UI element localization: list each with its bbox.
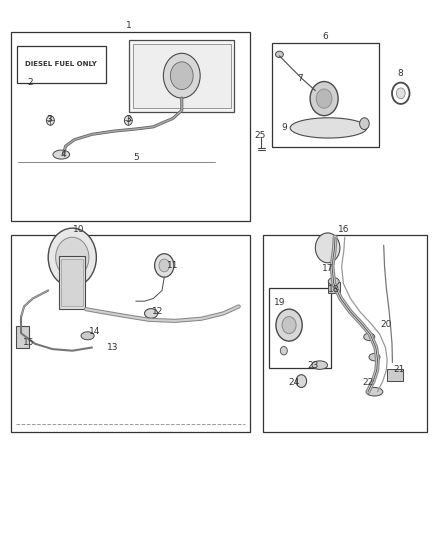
Circle shape [280, 346, 287, 355]
Text: DIESEL FUEL ONLY: DIESEL FUEL ONLY [25, 61, 97, 68]
Ellipse shape [364, 333, 374, 341]
Text: 10: 10 [73, 225, 85, 233]
Ellipse shape [366, 387, 383, 396]
Text: 19: 19 [274, 298, 285, 307]
Ellipse shape [145, 309, 158, 318]
Text: 14: 14 [88, 327, 100, 336]
Ellipse shape [53, 150, 70, 159]
Ellipse shape [290, 118, 367, 138]
Bar [16, 326, 29, 348]
Text: 15: 15 [23, 338, 35, 346]
Bar [11, 235, 250, 432]
Bar [387, 369, 403, 381]
Text: 22: 22 [362, 378, 374, 387]
Text: 18: 18 [328, 285, 339, 294]
Bar [11, 32, 250, 221]
Text: 20: 20 [381, 320, 392, 328]
Text: 11: 11 [167, 261, 179, 270]
Text: 3: 3 [125, 116, 131, 124]
Bar [269, 288, 331, 368]
Text: 3: 3 [46, 116, 53, 124]
Circle shape [282, 317, 296, 334]
Circle shape [163, 53, 200, 98]
Circle shape [170, 62, 193, 90]
Text: 16: 16 [338, 225, 350, 233]
Text: 8: 8 [397, 69, 403, 78]
Text: 12: 12 [152, 308, 163, 316]
Text: 2: 2 [27, 78, 32, 87]
Circle shape [296, 375, 307, 387]
Bar [129, 40, 234, 112]
Text: 7: 7 [297, 75, 303, 83]
Circle shape [396, 88, 405, 99]
Ellipse shape [328, 278, 339, 285]
Circle shape [48, 228, 96, 287]
Circle shape [56, 237, 89, 278]
Text: 17: 17 [322, 264, 333, 272]
Bar [17, 46, 106, 83]
Circle shape [159, 259, 170, 272]
Bar [328, 282, 340, 293]
Circle shape [316, 89, 332, 108]
Text: 21: 21 [393, 366, 404, 374]
Bar [59, 256, 85, 309]
Circle shape [310, 82, 338, 116]
Circle shape [315, 233, 340, 263]
Circle shape [155, 254, 174, 277]
Text: 5: 5 [133, 153, 139, 161]
Ellipse shape [312, 361, 328, 369]
Text: 9: 9 [281, 124, 287, 132]
Circle shape [276, 309, 302, 341]
Bar [272, 43, 379, 147]
Ellipse shape [369, 353, 380, 361]
Text: 1: 1 [126, 21, 132, 30]
Circle shape [360, 118, 369, 130]
Text: 13: 13 [107, 343, 119, 352]
Text: 23: 23 [307, 361, 319, 369]
Circle shape [46, 116, 54, 125]
Bar [61, 259, 83, 306]
Ellipse shape [276, 51, 283, 58]
Text: 25: 25 [254, 132, 266, 140]
Text: 24: 24 [289, 378, 300, 387]
Ellipse shape [81, 332, 94, 340]
Bar [263, 235, 427, 432]
Text: 6: 6 [322, 32, 328, 41]
Circle shape [124, 116, 132, 125]
Text: 4: 4 [61, 150, 66, 159]
Bar [133, 44, 231, 108]
